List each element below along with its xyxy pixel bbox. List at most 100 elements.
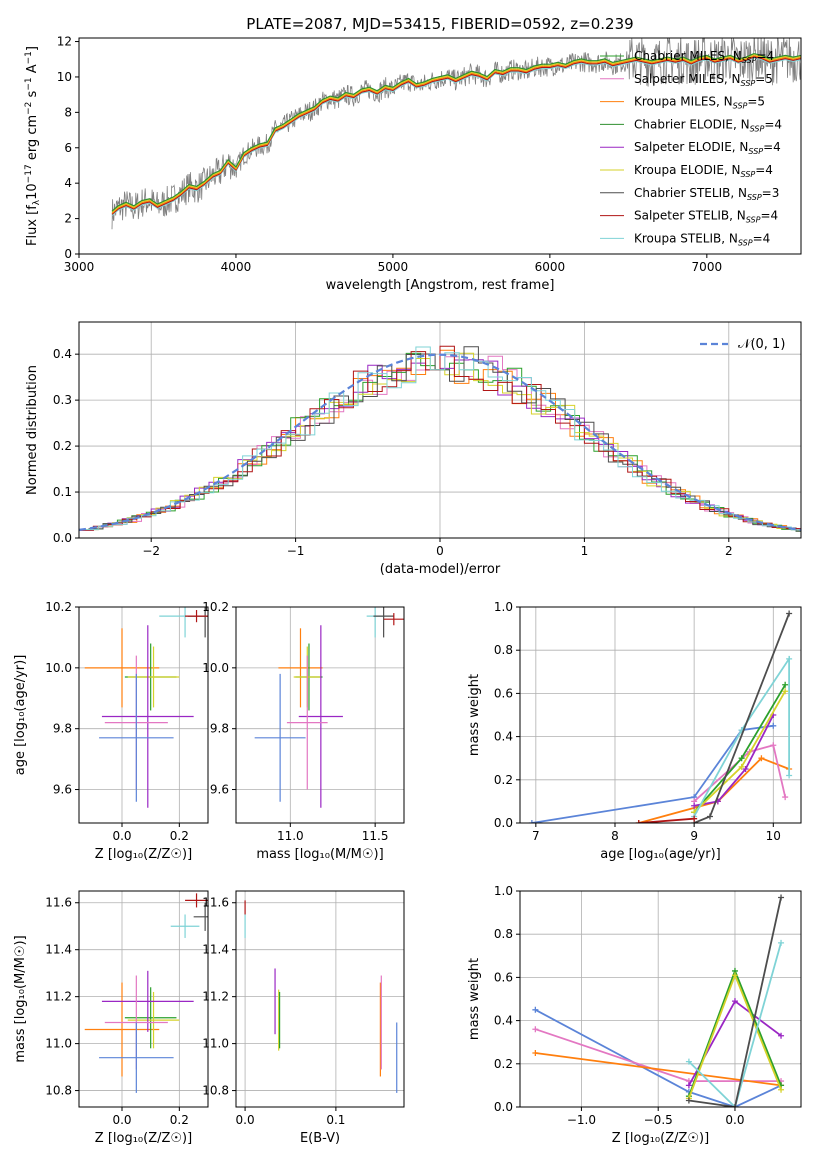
y-tick-label: 8 xyxy=(64,105,72,119)
plot-area xyxy=(528,610,793,823)
x-tick-label: 10 xyxy=(766,829,781,843)
y-tick-label: 10.2 xyxy=(45,600,72,614)
legend-count: =4 xyxy=(753,231,771,245)
axes-frame xyxy=(519,606,802,824)
weight-marker xyxy=(786,772,793,779)
weight-marker xyxy=(782,681,789,688)
spectrum-model-line xyxy=(111,55,801,214)
legend-entry: Kroupa MILES, NSSP=5 xyxy=(634,95,765,111)
legend-sub: SSP xyxy=(733,102,748,111)
y-label-part: A xyxy=(25,64,40,77)
y-label-part: Flux [f xyxy=(25,205,40,246)
weight-line xyxy=(693,655,790,817)
y-axis-label: Normed distribution xyxy=(25,365,40,495)
weight-line xyxy=(531,724,774,823)
y-tick-label: 0.0 xyxy=(494,816,513,830)
y-label-part: ] xyxy=(25,46,40,51)
weight-marker xyxy=(685,1097,692,1104)
y-tick-label: 10.0 xyxy=(202,661,229,675)
weight-marker xyxy=(742,766,749,772)
x-tick-label: 2 xyxy=(725,544,733,558)
axes-frame xyxy=(78,890,209,1108)
legend-sub: SSP xyxy=(741,79,756,88)
y-tick-label: 0.3 xyxy=(53,393,72,407)
legend-count: =4 xyxy=(764,117,782,131)
plot-area xyxy=(84,607,208,808)
legend-text: Salpeter MILES, N xyxy=(634,72,741,86)
weight-line xyxy=(693,744,787,803)
y-tick-label: 10.8 xyxy=(45,1084,72,1098)
axes-frame xyxy=(78,606,209,824)
x-tick-label: 0.0 xyxy=(725,1113,744,1127)
y-axis-label: mass weight xyxy=(467,958,482,1040)
y-tick-label: 1.0 xyxy=(494,884,513,898)
x-tick-label: 0.0 xyxy=(112,829,131,843)
plot-area xyxy=(79,345,801,532)
weight-marker xyxy=(786,610,793,617)
legend-text: Salpeter ELODIE, N xyxy=(634,140,748,154)
histogram-step xyxy=(83,355,801,531)
y-label-part: 10 xyxy=(25,183,40,200)
x-tick-label: −1.0 xyxy=(567,1113,596,1127)
weight-marker xyxy=(786,655,793,662)
mass-vs-ebv-panel: 0.0 0.1 10.8 11.0 11.2 11.4 11.6 E(B-V) xyxy=(202,890,405,1146)
y-tick-label: 0.2 xyxy=(53,439,72,453)
legend-count: =5 xyxy=(755,72,773,86)
weight-marker xyxy=(782,688,789,695)
x-tick-label: 0.2 xyxy=(170,829,189,843)
y-tick-label: 11.4 xyxy=(202,943,229,957)
y-label-part: −2 xyxy=(24,102,34,115)
weight-marker xyxy=(778,1032,785,1039)
y-tick-label: 9.6 xyxy=(53,783,72,797)
weight-marker xyxy=(770,722,777,729)
y-tick-label: 10.2 xyxy=(202,600,229,614)
x-tick-label: −1 xyxy=(287,544,305,558)
y-axis-label: age [log₁₀(age/yr)] xyxy=(13,655,28,776)
x-tick-label: 11.5 xyxy=(362,829,389,843)
x-tick-label: 7000 xyxy=(692,260,723,274)
weight-marker xyxy=(738,763,745,770)
y-tick-label: 0.8 xyxy=(494,927,513,941)
y-tick-label: 11.2 xyxy=(202,990,229,1004)
legend-count: =4 xyxy=(763,140,781,154)
x-tick-label: 11.0 xyxy=(277,829,304,843)
y-label-part: −1 xyxy=(24,51,34,64)
weight-marker xyxy=(691,815,698,822)
legend-entry: Chabrier MILES, NSSP=4 xyxy=(634,49,774,65)
legend-sub: SSP xyxy=(741,170,756,179)
y-axis-label: Flux [fλ10−17 erg cm−2 s−1 A−1] xyxy=(24,46,42,246)
x-axis-label: Z [log₁₀(Z/Z☉)] xyxy=(95,1131,192,1146)
legend-sub: SSP xyxy=(738,238,753,247)
y-tick-label: 0.2 xyxy=(494,773,513,787)
y-tick-label: 6 xyxy=(64,141,72,155)
age-vs-Z-panel: 0.0 0.2 9.6 9.8 10.0 10.2 Z [log₁₀(Z/Z☉)] age [… xyxy=(13,600,209,862)
legend-entry: Salpeter MILES, NSSP=5 xyxy=(634,72,773,88)
legend-count: =5 xyxy=(747,95,765,109)
y-axis-label: mass weight xyxy=(467,674,482,756)
y-tick-label: 0.6 xyxy=(494,686,513,700)
weight-marker xyxy=(532,1050,539,1056)
y-tick-label: 2 xyxy=(64,212,72,226)
y-tick-label: 9.6 xyxy=(210,783,229,797)
x-tick-label: 8 xyxy=(611,829,619,843)
x-axis-label: E(B-V) xyxy=(300,1131,340,1146)
legend-entry: Chabrier STELIB, NSSP=3 xyxy=(634,186,779,202)
x-tick-label: 0 xyxy=(436,544,444,558)
plot-area xyxy=(254,607,404,808)
x-axis-label: Z [log₁₀(Z/Z☉)] xyxy=(95,847,192,862)
y-tick-label: 0.1 xyxy=(53,485,72,499)
y-axis-label: mass [log₁₀(M/M☉)] xyxy=(13,935,28,1062)
massweight-vs-Z-panel: −1.0 −0.5 0.0 0.0 0.2 0.4 0.6 0.8 1.0 Z [log₁₀(Z/… xyxy=(467,884,802,1146)
legend-text: Chabrier STELIB, N xyxy=(634,186,747,200)
weight-marker xyxy=(532,1026,539,1033)
figure-title: PLATE=2087, MJD=53415, FIBERID=0592, z=0… xyxy=(246,15,633,33)
x-axis-label: age [log₁₀(age/yr)] xyxy=(600,847,721,862)
mass-vs-Z-panel: 0.0 0.2 10.8 11.0 11.2 11.4 11.6 Z [log₁₀(Z/Z☉)… xyxy=(13,890,209,1146)
legend-count: =3 xyxy=(762,186,780,200)
axes-frame xyxy=(519,890,802,1108)
spectrum-model-line xyxy=(111,52,801,212)
y-label-part: λ xyxy=(32,199,42,205)
weight-marker xyxy=(778,939,785,946)
y-tick-label: 12 xyxy=(57,35,72,49)
legend-count: =4 xyxy=(755,163,773,177)
